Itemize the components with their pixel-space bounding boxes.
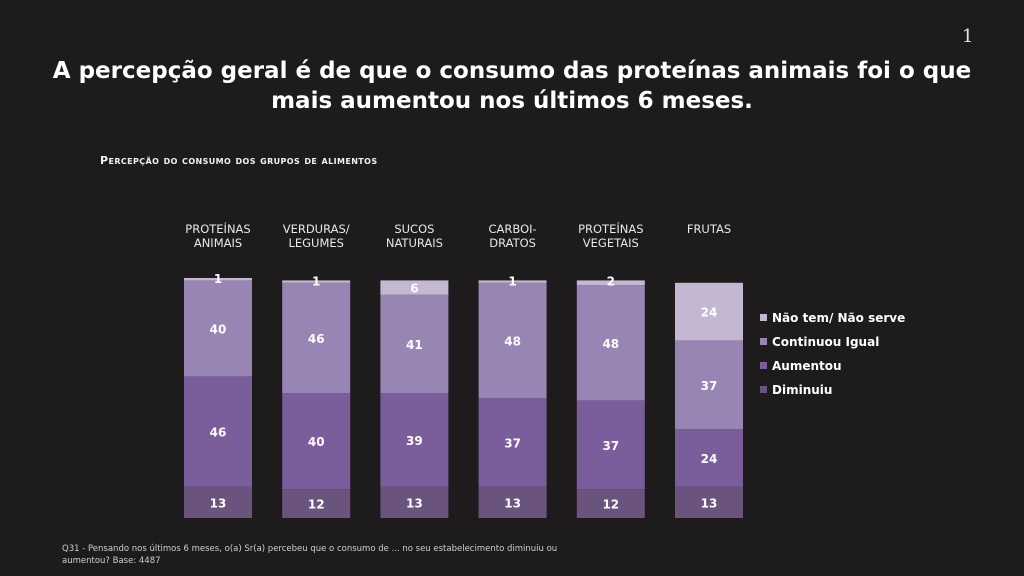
bar-segment-diminuiu (478, 486, 547, 518)
data-label: 1 (508, 274, 516, 288)
data-label: 37 (504, 436, 521, 450)
data-label: 12 (602, 498, 619, 512)
data-label: 24 (701, 306, 718, 320)
bar-segment-nao-tem (478, 280, 547, 283)
data-label: 39 (406, 434, 423, 448)
data-label: 41 (406, 338, 423, 352)
bar-segment-diminuiu (675, 486, 743, 518)
legend-swatch (760, 386, 767, 393)
legend-swatch (760, 338, 767, 345)
data-label: 48 (602, 337, 619, 351)
data-label: 13 (504, 496, 521, 510)
bar-segment-continuou-igual (675, 340, 743, 430)
legend-swatch (760, 314, 767, 321)
data-label: 46 (308, 332, 325, 346)
legend-label: Diminuiu (772, 383, 832, 397)
category-label: SUCOS (394, 222, 434, 236)
data-label: 13 (701, 496, 718, 510)
category-label: VEGETAIS (583, 236, 639, 250)
data-label: 40 (210, 322, 227, 336)
data-label: 1 (312, 274, 320, 288)
bar-segment-continuou-igual (576, 285, 645, 401)
chart-subtitle: Percepção do consumo dos grupos de alime… (100, 154, 378, 167)
data-label: 48 (504, 334, 521, 348)
data-label: 46 (210, 426, 227, 440)
category-label: PROTEÍNAS (185, 221, 250, 236)
bar-segment-aumentou (675, 429, 743, 487)
bar-segment-nao-tem (184, 278, 252, 281)
data-label: 6 (410, 282, 418, 296)
bar-segment-aumentou (478, 398, 547, 487)
legend-label: Continuou Igual (772, 335, 879, 349)
footnote: Q31 - Pensando nos últimos 6 meses, o(a)… (62, 544, 558, 566)
data-label: 13 (406, 496, 423, 510)
data-label: 12 (308, 498, 325, 512)
bar-segment-diminuiu (576, 489, 645, 518)
bar-segment-continuou-igual (380, 294, 449, 394)
data-label: 2 (607, 274, 615, 288)
category-label: CARBOI- (489, 222, 537, 236)
category-label: NATURAIS (386, 236, 443, 250)
bar-segment-nao-tem (675, 282, 743, 341)
bar-segment-nao-tem (576, 280, 645, 286)
page-number: 1 (962, 26, 974, 47)
category-label: DRATOS (489, 236, 536, 250)
bar-segment-aumentou (184, 376, 252, 487)
data-label: 37 (602, 439, 619, 453)
data-label: 1 (214, 272, 222, 286)
data-label: 24 (701, 452, 718, 466)
bar-segment-aumentou (576, 400, 645, 490)
data-label: 13 (210, 496, 227, 510)
category-label: ANIMAIS (194, 236, 242, 250)
category-label: PROTEÍNAS (578, 221, 643, 236)
data-label: 37 (701, 379, 718, 393)
bar-segment-nao-tem (380, 280, 449, 295)
bar-segment-diminuiu (380, 486, 449, 518)
category-label: LEGUMES (288, 236, 344, 250)
legend-label: Não tem/ Não serve (772, 311, 905, 325)
category-label: VERDURAS/ (283, 222, 350, 236)
legend-swatch (760, 362, 767, 369)
bar-segment-continuou-igual (478, 282, 547, 398)
bar-segment-nao-tem (282, 280, 351, 283)
bar-segment-aumentou (282, 393, 351, 490)
bar-segment-aumentou (380, 393, 449, 487)
legend-label: Aumentou (772, 359, 842, 373)
category-label: FRUTAS (687, 222, 731, 236)
bar-segment-diminuiu (282, 489, 351, 518)
bar-segment-continuou-igual (282, 282, 351, 394)
bar-segment-continuou-igual (184, 280, 252, 377)
bar-segment-diminuiu (184, 486, 252, 518)
slide-title: A percepção geral é de que o consumo das… (52, 58, 972, 114)
data-label: 40 (308, 435, 325, 449)
